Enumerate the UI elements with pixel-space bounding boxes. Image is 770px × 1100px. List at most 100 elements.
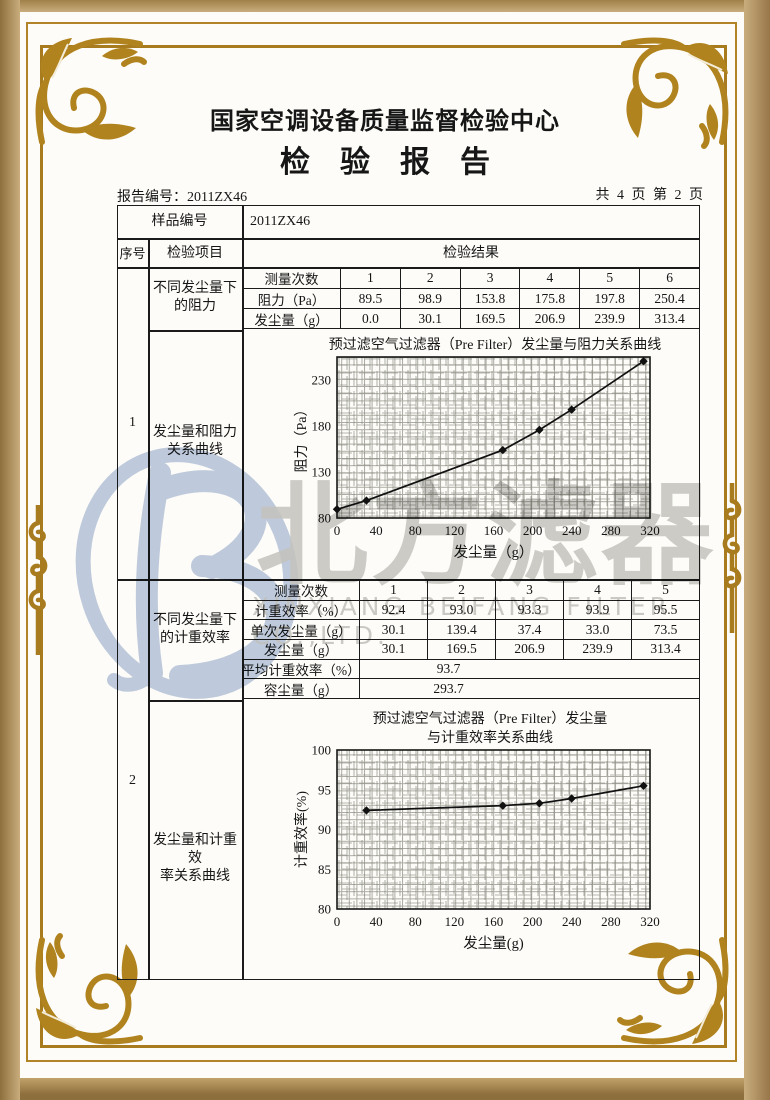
corner-ornament-icon xyxy=(617,937,729,1045)
y-tick-label: 85 xyxy=(318,862,331,877)
frame-band-top xyxy=(0,0,770,12)
x-tick-label: 240 xyxy=(562,914,582,929)
x-tick-label: 0 xyxy=(334,914,341,929)
y-tick-label: 80 xyxy=(318,511,331,526)
table-cell: 4 xyxy=(563,580,631,600)
sample-no-label: 样品编号 xyxy=(151,214,208,229)
y-tick-label: 80 xyxy=(318,902,331,917)
table-cell: 206.9 xyxy=(495,639,563,659)
table-cell: 92.4 xyxy=(359,599,427,620)
table-cell: 239.9 xyxy=(579,308,640,328)
section2-seq: 2 xyxy=(129,773,136,788)
y-axis-label: 阻力（Pa） xyxy=(294,403,310,473)
table-cell: 250.4 xyxy=(639,288,699,308)
frame-band-right xyxy=(744,0,770,1100)
table-cell: 容尘量（g） xyxy=(243,678,359,698)
corner-ornament-icon xyxy=(35,933,143,1045)
x-tick-label: 40 xyxy=(370,523,383,538)
table-cell: 平均计重效率（%） xyxy=(243,658,359,679)
column-header-result: 检验结果 xyxy=(443,246,499,261)
table-cell: 1 xyxy=(340,268,400,288)
resistance-table: 测量次数 1 2 3 4 5 6 阻力（Pa） 89.5 98.9 153.8 175.8 197.8 2… xyxy=(242,267,700,329)
resistance-chart: 80 130 180 230 0 40 80 120 160 200 240 280 320 发尘量（g）… xyxy=(294,356,660,561)
x-tick-label: 280 xyxy=(601,914,621,929)
efficiency-chart: 80 85 90 95 100 0 40 80 120 160 200 240 280 320 发尘量(g)… xyxy=(293,743,660,953)
table-cell: 1 xyxy=(359,580,427,600)
section2-curve-label: 发尘量和计重效 率关系曲线 xyxy=(153,833,237,884)
table-cell: 73.5 xyxy=(631,619,699,640)
table-cell: 293.7 xyxy=(359,678,699,699)
table-cell: 33.0 xyxy=(563,619,631,640)
frame-band-left xyxy=(0,0,20,1100)
table-cell: 93.9 xyxy=(563,599,631,620)
table-cell: 3 xyxy=(459,268,520,288)
corner-ornament-icon xyxy=(35,37,147,145)
table-cell: 175.8 xyxy=(519,288,580,308)
table-cell: 30.1 xyxy=(359,639,427,659)
x-tick-label: 120 xyxy=(445,914,465,929)
table-cell: 93.0 xyxy=(427,599,495,620)
table-cell: 6 xyxy=(639,268,699,288)
frame-line-outer xyxy=(26,22,737,1062)
side-scroll-ornament-icon xyxy=(722,483,742,633)
table-cell: 98.9 xyxy=(399,288,460,308)
x-tick-label: 200 xyxy=(523,523,543,538)
table-cell: 测量次数 xyxy=(264,272,319,287)
report-title: 检验报告 xyxy=(280,146,520,179)
column-header-item: 检验项目 xyxy=(167,246,223,261)
y-tick-label: 100 xyxy=(312,743,332,758)
x-tick-label: 80 xyxy=(409,523,422,538)
table-cell: 93.3 xyxy=(495,599,563,620)
table-cell: 197.8 xyxy=(579,288,640,308)
x-tick-label: 0 xyxy=(334,523,341,538)
table-cell: 发尘量（g） xyxy=(243,639,359,659)
x-tick-label: 160 xyxy=(484,914,504,929)
grid-line xyxy=(117,238,700,240)
plot-border xyxy=(336,356,651,519)
section2-item-label: 不同发尘量下 的计重效率 xyxy=(153,613,237,646)
x-tick-label: 160 xyxy=(484,523,504,538)
grid-hatch xyxy=(337,750,650,909)
table-cell: 313.4 xyxy=(631,639,699,659)
column-header-seq: 序号 xyxy=(119,246,146,261)
table-cell: 169.5 xyxy=(427,639,495,659)
table-cell: 阻力（Pa） xyxy=(243,288,340,308)
sample-no-value: 2011ZX46 xyxy=(250,214,311,229)
chart2-title: 预过滤空气过滤器（Pre Filter）发尘量 与计重效率关系曲线 xyxy=(372,712,608,746)
data-point xyxy=(332,505,342,514)
y-tick-label: 230 xyxy=(312,373,332,388)
x-tick-label: 40 xyxy=(370,914,383,929)
table-cell: 0.0 xyxy=(340,308,400,328)
x-tick-label: 280 xyxy=(601,523,621,538)
frame-band-bottom xyxy=(0,1078,770,1100)
table-cell: 30.1 xyxy=(399,308,460,328)
table-cell: 153.8 xyxy=(459,288,520,308)
x-tick-label: 320 xyxy=(640,914,660,929)
table-cell: 206.9 xyxy=(519,308,580,328)
report-number: 报告编号：2011ZX46 xyxy=(117,190,248,205)
section1-seq: 1 xyxy=(129,415,136,430)
grid-hatch xyxy=(337,357,650,518)
section1-curve-label: 发尘量和阻力 关系曲线 xyxy=(153,425,237,458)
x-tick-label: 240 xyxy=(562,523,582,538)
x-axis-label: 发尘量(g) xyxy=(463,935,524,952)
data-point xyxy=(567,794,576,803)
x-tick-label: 120 xyxy=(445,523,465,538)
table-cell: 测量次数 xyxy=(274,583,328,599)
table-cell: 169.5 xyxy=(459,308,520,328)
table-cell: 2 xyxy=(427,580,495,600)
page-info: 共 4 页 第 2 页 xyxy=(595,188,705,203)
table-cell: 239.9 xyxy=(563,639,631,659)
x-axis-label: 发尘量（g） xyxy=(454,544,534,561)
table-cell: 5 xyxy=(631,580,699,600)
grid-line xyxy=(148,700,242,702)
table-cell: 30.1 xyxy=(359,619,427,640)
side-scroll-ornament-icon xyxy=(28,505,48,655)
y-tick-label: 95 xyxy=(318,782,331,797)
chart1-title: 预过滤空气过滤器（Pre Filter）发尘量与阻力关系曲线 xyxy=(328,338,662,353)
y-axis-label: 计重效率(%) xyxy=(293,791,310,868)
x-tick-label: 200 xyxy=(523,914,543,929)
x-tick-label: 80 xyxy=(409,914,422,929)
